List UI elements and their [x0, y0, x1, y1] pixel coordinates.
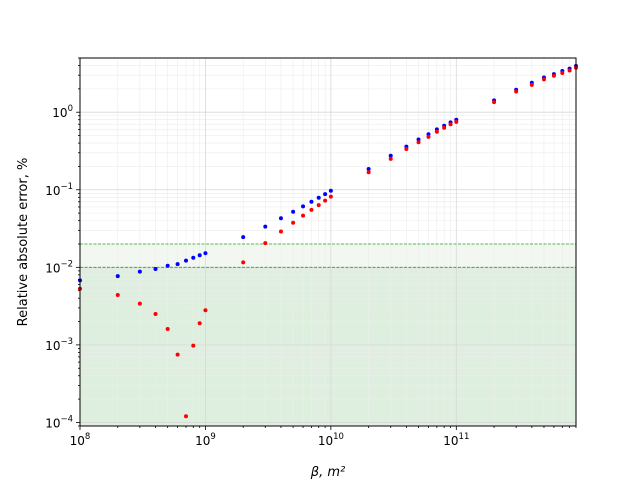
data-point — [291, 220, 296, 225]
data-point — [416, 137, 421, 142]
data-point — [263, 224, 268, 229]
x-tick-label: 1010 — [318, 432, 344, 448]
data-point — [165, 327, 170, 332]
data-point — [323, 198, 328, 203]
data-point — [241, 235, 246, 240]
shaded-region — [80, 267, 576, 426]
data-point — [541, 77, 546, 82]
data-point — [309, 199, 314, 204]
data-point — [442, 125, 447, 130]
data-point — [191, 343, 196, 348]
data-point — [366, 167, 371, 172]
data-point — [197, 321, 202, 326]
plot-area-frame — [79, 57, 577, 427]
data-point — [434, 129, 439, 134]
data-point — [454, 119, 459, 124]
data-point — [316, 203, 321, 208]
shaded-regions — [80, 243, 576, 426]
data-point — [529, 82, 534, 87]
tick-labels: 108 109 1010 1011 10−4 10−3 10−2 10−1 100 — [45, 104, 469, 448]
data-point — [165, 263, 170, 268]
x-tick-label: 109 — [195, 432, 216, 448]
data-point — [404, 147, 409, 152]
y-tick-label: 10−1 — [45, 182, 73, 198]
data-point — [514, 89, 519, 94]
data-point — [115, 274, 120, 279]
data-point — [197, 253, 202, 258]
data-point — [388, 153, 393, 158]
data-point — [316, 195, 321, 200]
x-tick-label: 108 — [70, 432, 91, 448]
data-point — [203, 251, 208, 256]
data-point — [115, 292, 120, 297]
data-point — [301, 213, 306, 218]
data-point — [366, 170, 371, 175]
data-point — [278, 216, 283, 221]
data-point — [448, 122, 453, 127]
y-axis-label: Relative absolute error, % — [16, 158, 31, 327]
data-point — [388, 156, 393, 161]
data-point — [175, 352, 180, 357]
data-point — [291, 209, 296, 214]
data-point — [137, 301, 142, 306]
data-point — [416, 140, 421, 145]
axis-ticks — [76, 57, 577, 430]
data-point — [492, 100, 497, 105]
data-point — [137, 269, 142, 274]
x-axis-label: β, m² — [310, 465, 345, 480]
data-point — [328, 194, 333, 199]
shaded-region — [80, 243, 576, 268]
data-point — [323, 192, 328, 197]
data-point — [153, 267, 158, 272]
data-point — [184, 414, 189, 419]
y-tick-label: 100 — [52, 104, 73, 120]
data-point — [153, 312, 158, 317]
x-tick-label: 1011 — [443, 432, 469, 448]
data-point — [560, 71, 565, 76]
data-point — [191, 255, 196, 260]
reference-lines — [80, 243, 576, 268]
data-point — [426, 134, 431, 139]
data-point — [301, 204, 306, 209]
y-tick-label: 10−4 — [45, 414, 73, 430]
data-point — [175, 262, 180, 267]
y-tick-label: 10−2 — [45, 259, 73, 275]
data-point — [551, 73, 556, 78]
data-point — [309, 207, 314, 212]
data-point — [184, 258, 189, 263]
data-point — [203, 308, 208, 313]
data-point — [328, 188, 333, 193]
y-tick-label: 10−3 — [45, 337, 73, 353]
data-point — [241, 260, 246, 265]
data-point — [263, 241, 268, 246]
data-point — [278, 229, 283, 234]
data-point — [567, 68, 572, 73]
